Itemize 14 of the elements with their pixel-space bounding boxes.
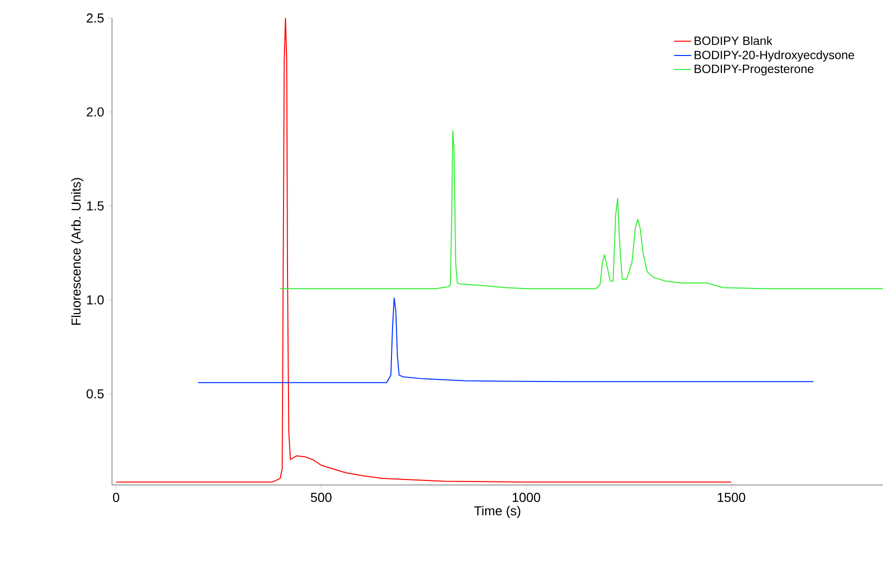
y-tick-label: 2.0 bbox=[86, 107, 104, 117]
x-tick-label: 500 bbox=[310, 492, 332, 502]
x-axis-title: Time (s) bbox=[474, 506, 520, 518]
y-tick-label: 1.5 bbox=[87, 201, 104, 210]
legend-label: BODIPY Blank bbox=[694, 36, 772, 46]
x-tick-label: 1500 bbox=[718, 492, 746, 502]
legend-label: BODIPY-20-Hydroxyecdysone bbox=[694, 50, 854, 62]
legend-label: BODIPY-Progesterone bbox=[694, 64, 814, 76]
y-tick-label: 0.5 bbox=[86, 389, 104, 398]
x-tick-label: 0 bbox=[112, 492, 120, 502]
x-tick-label: 1000 bbox=[512, 492, 540, 502]
y-axis-title: Fluorescence (Arb. Units) bbox=[71, 178, 84, 325]
y-tick-label: 1.0 bbox=[87, 295, 104, 304]
y-tick-label: 2.5 bbox=[86, 13, 104, 23]
